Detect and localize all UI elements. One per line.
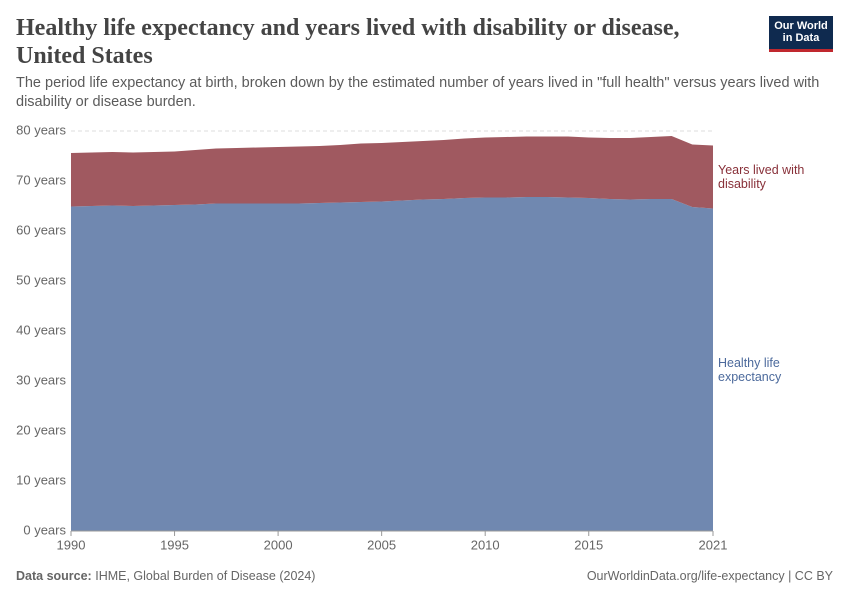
source-text: IHME, Global Burden of Disease (2024) (95, 569, 316, 583)
x-tick-label: 2021 (699, 537, 728, 552)
x-tick-label: 1990 (57, 537, 86, 552)
x-tick-label: 2015 (574, 537, 603, 552)
series-label: Healthy life expectancy (718, 355, 782, 384)
y-tick-label: 0 years (23, 522, 66, 537)
area (71, 136, 713, 209)
y-tick-label: 40 years (16, 322, 66, 337)
series-label: Years lived with disability (718, 163, 805, 191)
x-tick-label: 2010 (471, 537, 500, 552)
y-tick-label: 80 years (16, 122, 66, 137)
chart-subtitle: The period life expectancy at birth, bro… (16, 75, 820, 110)
logo[interactable]: Our World in Data (769, 16, 833, 52)
y-tick-label: 70 years (16, 172, 66, 187)
y-tick-label: 50 years (16, 272, 66, 287)
area (71, 197, 713, 531)
source: Data source: IHME, Global Burden of Dise… (16, 569, 315, 583)
x-tick-label: 1995 (160, 537, 189, 552)
source-label: Data source: (16, 569, 92, 583)
y-tick-label: 10 years (16, 472, 66, 487)
y-tick-label: 30 years (16, 372, 66, 387)
x-tick-label: 2005 (367, 537, 396, 552)
x-tick-label: 2000 (264, 537, 293, 552)
y-tick-label: 20 years (16, 422, 66, 437)
url[interactable]: OurWorldinData.org/life-expectancy | CC … (586, 569, 833, 583)
chart-title: Healthy life expectancy and years lived … (16, 15, 680, 69)
y-tick-label: 60 years (16, 222, 66, 237)
